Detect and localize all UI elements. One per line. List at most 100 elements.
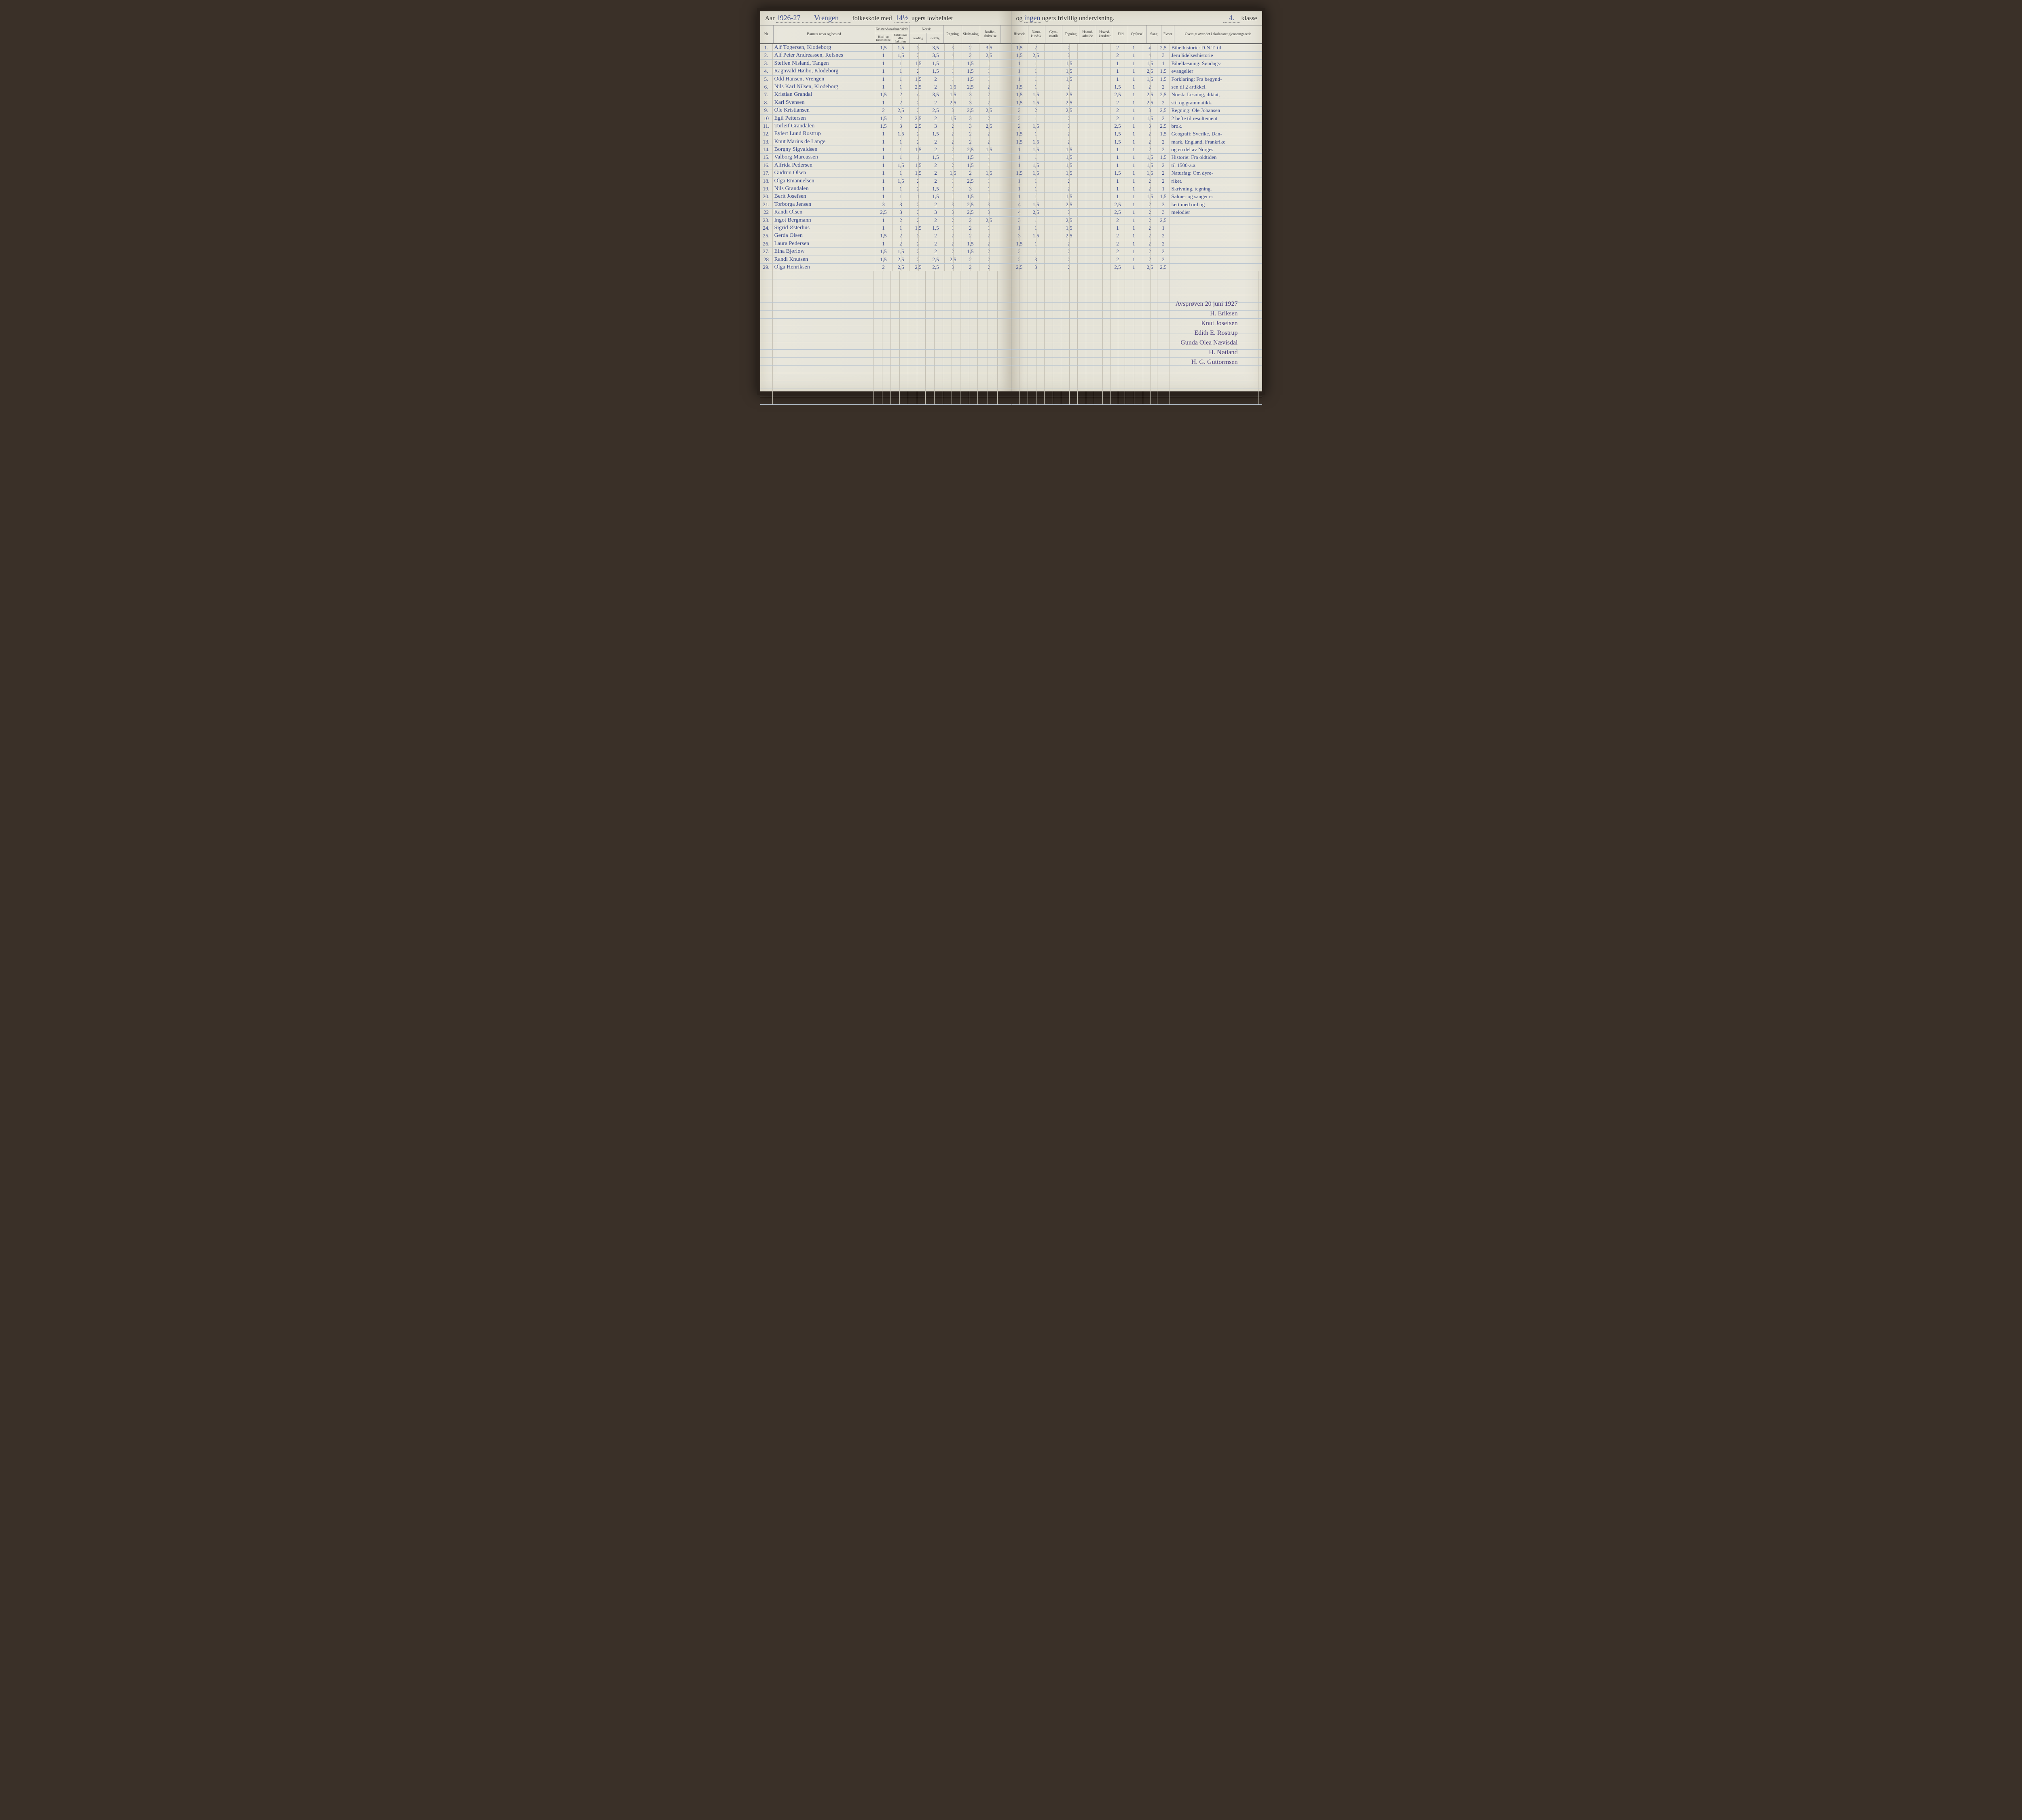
grade-cell: 3. (760, 60, 773, 67)
grade-cell: 3,5 (927, 52, 945, 59)
grade-cell (1125, 381, 1143, 389)
printed-klasse: klasse (1241, 15, 1257, 22)
grade-cell: 2,5 (893, 264, 910, 271)
grade-cell (1078, 256, 1094, 263)
grade-cell (978, 326, 998, 334)
grade-cell (1011, 319, 1028, 326)
table-row: 17.Gudrun Olsen111,521,521,5 (760, 169, 1011, 177)
grade-cell (760, 373, 773, 380)
grade-cell: 24. (760, 224, 773, 232)
grade-cell: 1 (1011, 178, 1028, 185)
grade-cell: 2,5 (979, 52, 999, 59)
grade-cell (1028, 358, 1045, 365)
grade-cell: 1 (979, 193, 999, 200)
grade-cell (926, 358, 943, 365)
grade-cell: 1,5 (910, 76, 927, 83)
grade-cell: 1,5 (927, 185, 945, 192)
col-kristen: Kristendomskundskab Bibel- og kirkehisto… (875, 25, 909, 43)
grade-cell: 2 (962, 44, 979, 51)
grade-cell: 1,5 (875, 232, 893, 239)
grade-cell (1125, 389, 1143, 396)
notes-cell: riket. (1170, 178, 1260, 185)
grade-cell: 1 (1028, 130, 1045, 137)
grade-cell: 1 (1125, 99, 1143, 106)
grade-cell (1078, 107, 1094, 114)
grade-cell (1061, 342, 1078, 349)
grade-cell (1045, 91, 1061, 98)
grade-cell: 2,5 (962, 201, 979, 208)
grade-cell (1045, 44, 1061, 51)
grade-cell: 1 (1111, 60, 1125, 67)
grade-cell (1011, 373, 1028, 380)
table-row: 1,5222142,5Bibelhistorie: D.N.T. til (1011, 44, 1262, 52)
grade-cell (943, 358, 960, 365)
grade-cell (891, 358, 908, 365)
grade-cell (1094, 68, 1111, 75)
notes-cell: brøk. (1170, 123, 1260, 130)
grade-cell: 7. (760, 91, 773, 98)
grade-cell (926, 381, 943, 389)
grade-cell: 3 (893, 209, 910, 216)
grade-cell: 26. (760, 240, 773, 247)
grade-cell: 3 (1061, 52, 1078, 59)
grade-cell: 1,5 (945, 115, 962, 122)
grade-cell (943, 342, 960, 349)
grade-cell: 1,5 (1157, 76, 1170, 83)
grade-cell: 1,5 (945, 91, 962, 98)
grade-cell: 1,5 (1011, 130, 1028, 137)
notes-cell: stil og grammatikk. (1170, 99, 1260, 106)
grade-cell: 1,5 (927, 68, 945, 75)
grade-cell: 1,5 (875, 91, 893, 98)
name-cell: Olga Emanuelsen (773, 178, 875, 185)
grade-cell: 2 (979, 248, 999, 255)
grade-cell (1170, 279, 1258, 287)
grade-cell (960, 350, 978, 357)
grade-cell (874, 295, 891, 302)
blank-row (760, 326, 1011, 334)
grade-cell: 2,5 (1157, 264, 1170, 271)
grade-cell: 1,5 (979, 169, 999, 177)
grade-cell: 2 (979, 232, 999, 239)
table-row: 18.Olga Emanuelsen11,52212,51 (760, 178, 1011, 185)
grade-cell: 1 (1028, 154, 1045, 161)
grade-cell: 1 (979, 224, 999, 232)
grade-cell: 2 (910, 185, 927, 192)
grade-cell (760, 311, 773, 318)
grade-cell (1045, 115, 1061, 122)
notes-cell (1170, 256, 1260, 263)
grade-cell: 2 (979, 240, 999, 247)
sig-6: H. G. Guttormsen (1176, 357, 1238, 367)
grade-cell: 1 (1125, 115, 1143, 122)
table-row: 11,51,51122og en del av Norges. (1011, 146, 1262, 154)
grade-cell (874, 303, 891, 310)
grade-cell (1028, 342, 1045, 349)
grade-cell: 3 (962, 185, 979, 192)
col-historie: Historie (1011, 25, 1028, 43)
sig-1: H. Eriksen (1176, 309, 1238, 319)
grade-cell: 1 (1028, 240, 1045, 247)
blank-row (760, 397, 1011, 405)
grade-cell: 1 (1028, 217, 1045, 224)
grade-cell (1143, 358, 1157, 365)
grade-cell (943, 381, 960, 389)
col-skriv: Skriv-ning (962, 25, 980, 43)
header-right: Historie Natur-kundsk. Gym-nastik Tegnin… (1011, 25, 1262, 44)
grade-cell: 2,5 (893, 256, 910, 263)
grade-cell: 1,5 (910, 169, 927, 177)
grade-cell: 3 (893, 201, 910, 208)
grade-cell: 1 (875, 68, 893, 75)
grade-cell: 1,5 (893, 130, 910, 137)
grade-cell: 2,5 (979, 217, 999, 224)
right-page: og ingen ugers frivillig undervisning. 4… (1011, 11, 1262, 391)
grade-cell (1078, 201, 1094, 208)
grade-cell: 2 (1157, 178, 1170, 185)
name-cell: Randi Olsen (773, 209, 875, 216)
grade-cell: 2,5 (1111, 123, 1125, 130)
grade-cell: 2 (962, 52, 979, 59)
grade-cell (1143, 334, 1157, 341)
grade-cell: 1 (1111, 178, 1125, 185)
grade-cell (1078, 76, 1094, 83)
grade-cell: 2,5 (1143, 91, 1157, 98)
grade-cell (1028, 287, 1045, 294)
grade-cell: 2 (979, 115, 999, 122)
